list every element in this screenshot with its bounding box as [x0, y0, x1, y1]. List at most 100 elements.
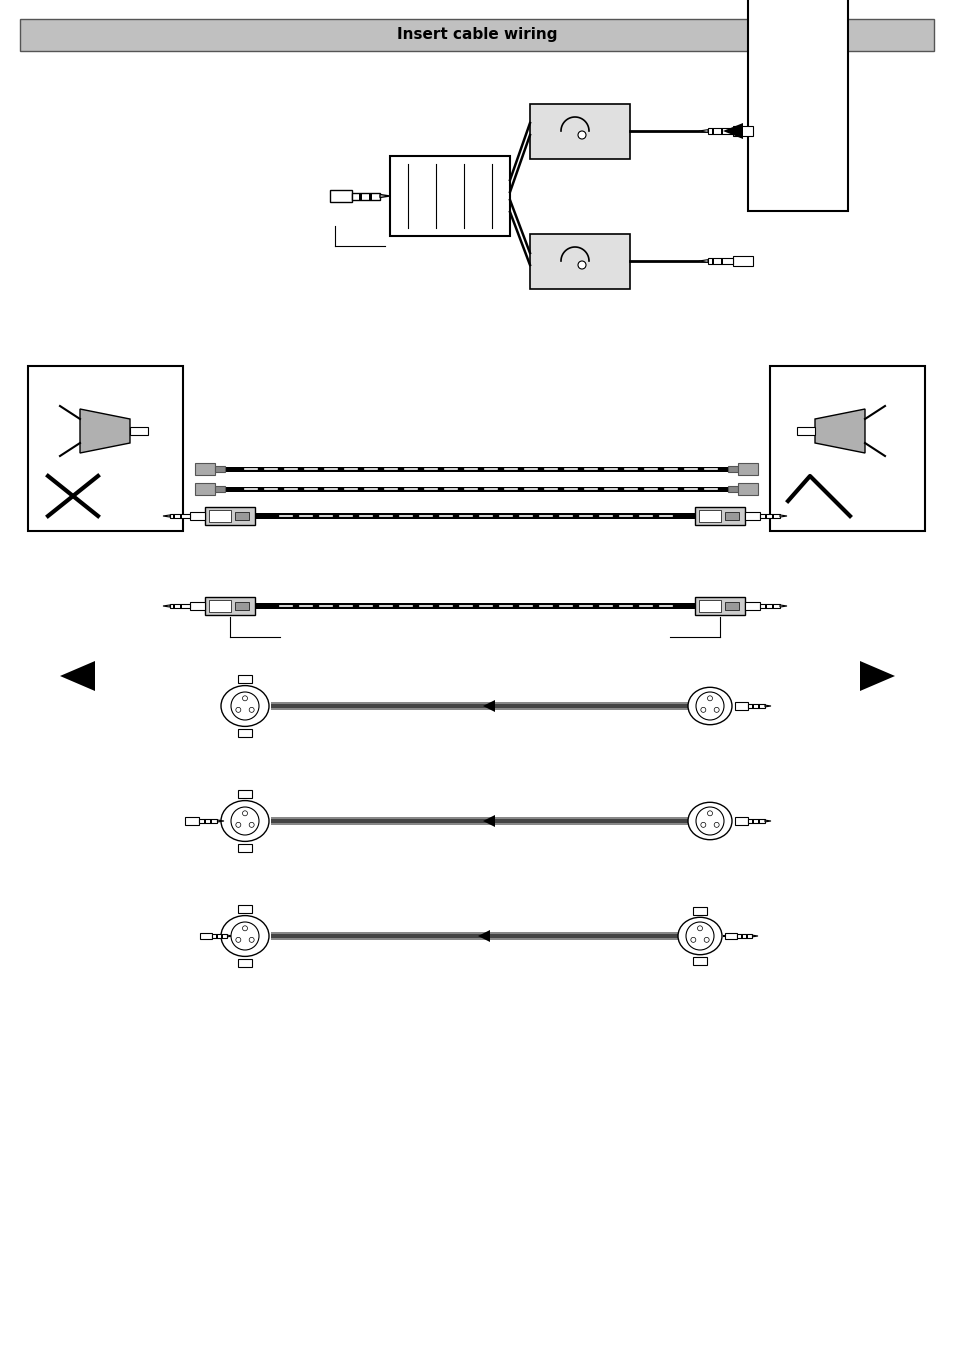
Polygon shape: [482, 700, 495, 712]
Polygon shape: [217, 820, 224, 821]
Polygon shape: [752, 935, 758, 936]
Ellipse shape: [221, 685, 269, 727]
Bar: [271, 704, 695, 708]
Circle shape: [685, 921, 713, 950]
Bar: [733, 255, 752, 266]
Bar: [724, 512, 739, 520]
Bar: [695, 507, 744, 526]
Bar: [760, 604, 780, 608]
Bar: [221, 934, 223, 938]
Bar: [271, 932, 684, 940]
Circle shape: [242, 925, 247, 931]
Circle shape: [231, 692, 258, 720]
Polygon shape: [764, 820, 770, 821]
Bar: [237, 905, 252, 913]
Circle shape: [235, 708, 240, 712]
Circle shape: [231, 921, 258, 950]
Bar: [699, 509, 720, 521]
Polygon shape: [699, 130, 707, 132]
Bar: [237, 959, 252, 967]
Bar: [796, 427, 814, 435]
Bar: [194, 484, 214, 494]
Circle shape: [714, 708, 719, 712]
Bar: [225, 486, 727, 492]
Bar: [737, 934, 752, 938]
Polygon shape: [227, 935, 233, 936]
Bar: [711, 258, 714, 265]
Bar: [170, 513, 190, 519]
Bar: [695, 597, 744, 615]
Bar: [738, 463, 758, 476]
Circle shape: [697, 925, 701, 931]
Polygon shape: [80, 409, 130, 453]
Polygon shape: [699, 259, 707, 262]
Bar: [711, 128, 714, 134]
Bar: [28, 366, 183, 531]
Circle shape: [696, 807, 723, 835]
Bar: [734, 703, 747, 709]
Bar: [530, 104, 629, 158]
Bar: [724, 932, 737, 939]
Polygon shape: [764, 705, 770, 707]
Circle shape: [700, 708, 705, 712]
Bar: [758, 819, 760, 823]
Polygon shape: [780, 605, 786, 607]
Bar: [530, 234, 629, 289]
Bar: [707, 128, 733, 134]
Circle shape: [714, 823, 719, 827]
Bar: [205, 507, 254, 526]
Bar: [237, 844, 252, 852]
Polygon shape: [477, 929, 490, 942]
Circle shape: [249, 708, 253, 712]
Bar: [199, 819, 217, 823]
Polygon shape: [379, 195, 390, 197]
Circle shape: [235, 823, 240, 827]
Bar: [699, 600, 720, 612]
Bar: [358, 192, 361, 200]
Bar: [190, 601, 205, 611]
Circle shape: [696, 692, 723, 720]
Polygon shape: [780, 515, 786, 517]
Bar: [271, 817, 695, 825]
Bar: [212, 934, 227, 938]
Bar: [752, 819, 754, 823]
Bar: [744, 601, 760, 611]
Bar: [234, 512, 249, 520]
Bar: [130, 427, 148, 435]
Polygon shape: [859, 661, 894, 690]
Bar: [707, 258, 733, 265]
Polygon shape: [163, 605, 170, 607]
Bar: [200, 932, 212, 939]
Bar: [720, 128, 722, 134]
Bar: [747, 704, 764, 708]
Bar: [205, 597, 254, 615]
Bar: [210, 819, 212, 823]
Polygon shape: [482, 815, 495, 827]
Ellipse shape: [687, 688, 731, 724]
Circle shape: [235, 938, 240, 943]
Bar: [771, 513, 774, 519]
Bar: [271, 703, 695, 711]
Bar: [727, 466, 738, 471]
Text: Insert cable wiring: Insert cable wiring: [396, 27, 557, 42]
Polygon shape: [814, 409, 864, 453]
Bar: [760, 513, 780, 519]
Circle shape: [578, 131, 585, 139]
Ellipse shape: [221, 801, 269, 842]
Bar: [369, 192, 372, 200]
Bar: [271, 934, 684, 938]
Bar: [724, 603, 739, 611]
Bar: [764, 604, 766, 608]
Polygon shape: [722, 123, 742, 139]
Bar: [190, 512, 205, 520]
Circle shape: [690, 938, 695, 943]
Circle shape: [249, 938, 253, 943]
Bar: [234, 603, 249, 611]
Circle shape: [700, 823, 705, 827]
Circle shape: [231, 807, 258, 835]
Bar: [758, 704, 760, 708]
Bar: [179, 604, 182, 608]
Circle shape: [242, 811, 247, 816]
Bar: [734, 817, 747, 824]
Bar: [720, 258, 722, 265]
